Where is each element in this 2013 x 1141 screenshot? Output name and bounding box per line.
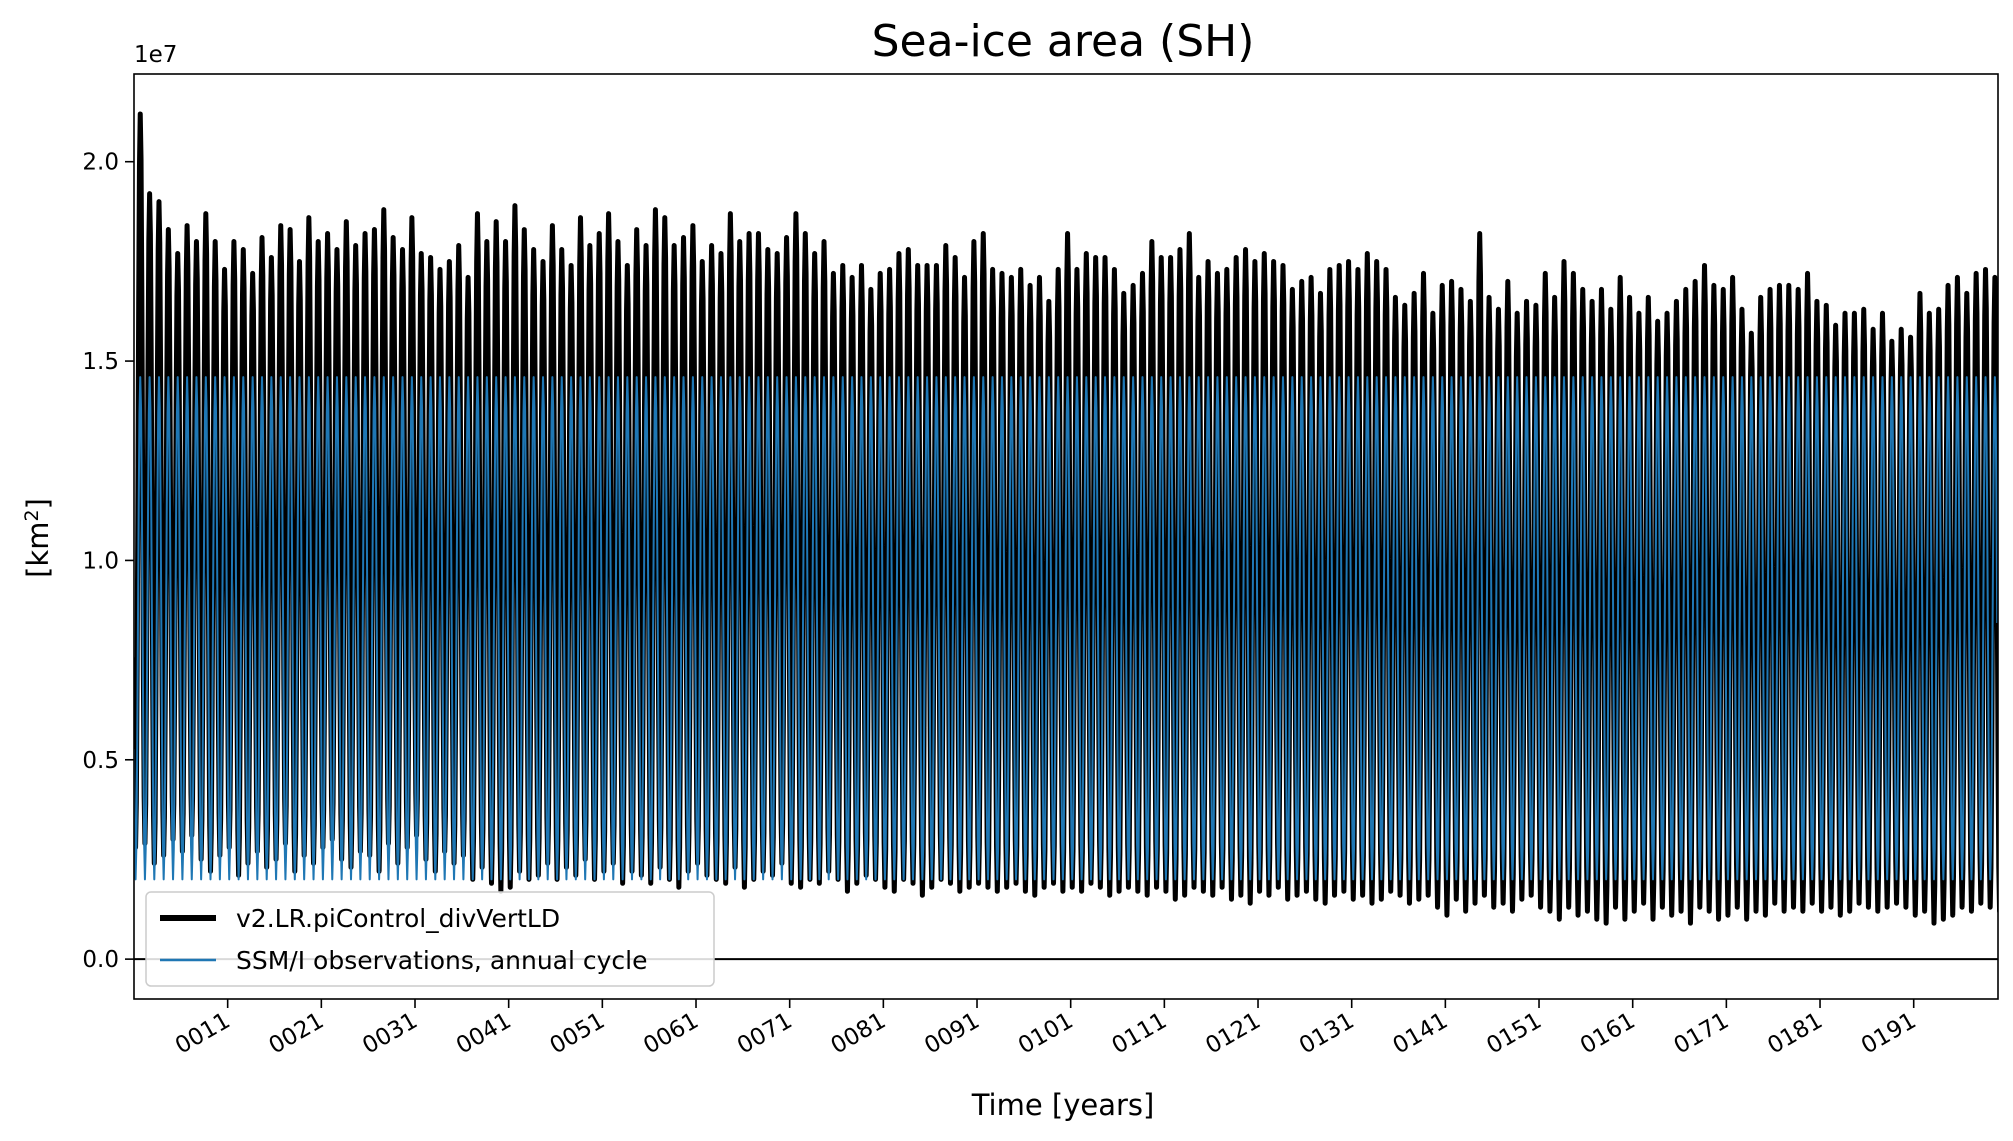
x-tick-label: 0181 [1763,1008,1827,1060]
y-tick-label: 0.0 [82,947,119,973]
x-tick-label: 0081 [827,1008,891,1060]
x-tick-label: 0101 [1014,1008,1078,1060]
x-axis: 0011 0021 0031 0041 0051 0061 0071 0081 0091 0101… [171,999,1921,1059]
x-tick-label: 0091 [920,1008,984,1060]
x-tick-label: 0151 [1482,1008,1546,1060]
x-tick-label: 0011 [171,1008,235,1060]
legend-box [145,891,715,987]
legend-label-observations: SSM/I observations, annual cycle [236,946,648,975]
x-tick-label: 0061 [639,1008,703,1060]
series-line-observations [134,376,1998,881]
plot-area [133,73,1999,1000]
x-tick-label: 0161 [1576,1008,1640,1060]
series-group [134,111,1998,961]
y-tick-label: 0.5 [82,748,119,774]
x-tick-label: 0021 [265,1008,329,1060]
x-tick-label: 0071 [733,1008,797,1060]
x-tick-label: 0141 [1389,1008,1453,1060]
y-tick-label: 1.5 [82,349,119,375]
legend: v2.LR.piControl_divVertLD SSM/I observat… [145,891,715,987]
chart-title: Sea-ice area (SH) [872,16,1255,67]
x-tick-label: 0191 [1857,1008,1921,1060]
x-axis-label: Time [years] [971,1088,1155,1122]
plot-frame [133,73,1999,1000]
x-tick-label: 0051 [546,1008,610,1060]
x-tick-label: 0131 [1295,1008,1359,1060]
y-offset-label: 1e7 [134,42,177,68]
y-axis-label-close: ] [21,498,55,509]
y-tick-label: 1.0 [82,548,119,574]
x-tick-label: 0111 [1108,1008,1172,1060]
y-axis-label-base: [km [21,522,55,578]
y-axis: 0.0 0.5 1.0 1.5 2.0 [82,150,134,973]
y-axis-label-superscript: 2 [21,509,43,521]
x-tick-label: 0041 [452,1008,516,1060]
x-tick-label: 0121 [1201,1008,1265,1060]
x-tick-label: 0031 [358,1008,422,1060]
x-tick-label: 0171 [1670,1008,1734,1060]
legend-label-model: v2.LR.piControl_divVertLD [236,904,560,933]
y-tick-label: 2.0 [82,150,119,176]
y-axis-label: [km2] [21,498,55,578]
